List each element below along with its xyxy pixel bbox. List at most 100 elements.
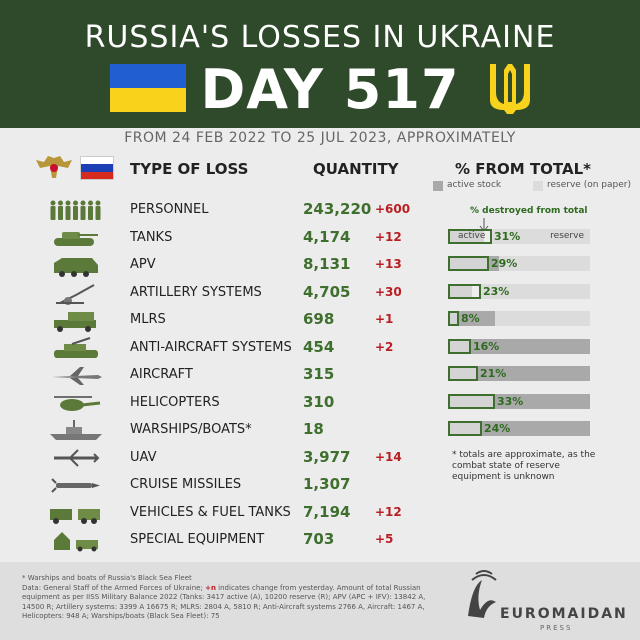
quantity-value: 18 bbox=[303, 420, 324, 438]
table-row: PERSONNEL 243,220 +600 bbox=[0, 197, 640, 224]
footer-note-warships: * Warships and boats of Russia's Black S… bbox=[22, 574, 442, 584]
percent-destroyed-label: 33% bbox=[497, 394, 523, 409]
quantity-value: 4,705 bbox=[303, 283, 350, 301]
loss-type-label: HELICOPTERS bbox=[130, 395, 220, 410]
helicopter-icon bbox=[48, 391, 104, 415]
russia-flag-icon bbox=[80, 156, 114, 180]
special-equipment-icon bbox=[48, 528, 104, 552]
loss-type-label: AIRCRAFT bbox=[130, 367, 193, 382]
footer-brand: EUROMAIDAN bbox=[500, 606, 628, 622]
table-row: HELICOPTERS 310 33% bbox=[0, 390, 640, 417]
loss-type-label: MLRS bbox=[130, 312, 166, 327]
anti-aircraft-icon bbox=[48, 336, 104, 360]
legend-active-label: active stock bbox=[447, 180, 501, 190]
ukraine-flag-icon bbox=[110, 64, 186, 112]
header: RUSSIA'S LOSSES IN UKRAINE DAY 517 bbox=[0, 0, 640, 128]
table-row: VEHICLES & FUEL TANKS 7,194 +12 bbox=[0, 500, 640, 527]
loss-type-label: UAV bbox=[130, 450, 156, 465]
daily-change-value: +12 bbox=[375, 230, 402, 244]
totals-note: * totals are approximate, as the combat … bbox=[452, 450, 602, 483]
table-row: MLRS 698 +1 8% bbox=[0, 307, 640, 334]
euromaidan-logo-icon bbox=[462, 566, 502, 622]
destroyed-bar bbox=[448, 394, 495, 409]
table-row: TANKS 4,174 +12 31% active reserve bbox=[0, 225, 640, 252]
loss-type-label: SPECIAL EQUIPMENT bbox=[130, 532, 264, 547]
footer-note-source-a: Data: General Staff of the Armed Forces … bbox=[22, 584, 203, 592]
table-row: AIRCRAFT 315 21% bbox=[0, 362, 640, 389]
quantity-value: 454 bbox=[303, 338, 334, 356]
loss-type-label: VEHICLES & FUEL TANKS bbox=[130, 505, 291, 520]
table-row: WARSHIPS/BOATS* 18 24% bbox=[0, 417, 640, 444]
destroyed-bar bbox=[448, 339, 471, 354]
warship-icon bbox=[48, 418, 104, 442]
loss-type-label: PERSONNEL bbox=[130, 202, 208, 217]
quantity-value: 698 bbox=[303, 310, 334, 328]
quantity-value: 1,307 bbox=[303, 475, 350, 493]
footer: * Warships and boats of Russia's Black S… bbox=[0, 562, 640, 640]
destroyed-bar bbox=[448, 366, 478, 381]
percent-destroyed-label: 16% bbox=[473, 339, 499, 354]
loss-type-label: WARSHIPS/BOATS* bbox=[130, 422, 252, 437]
quantity-value: 310 bbox=[303, 393, 334, 411]
daily-change-value: +1 bbox=[375, 312, 393, 326]
percent-destroyed-label: 21% bbox=[480, 366, 506, 381]
loss-type-label: CRUISE MISSILES bbox=[130, 477, 241, 492]
percent-destroyed-label: 31% bbox=[494, 229, 520, 244]
destroyed-bar bbox=[448, 284, 481, 299]
loss-type-label: ANTI-AIRCRAFT SYSTEMS bbox=[130, 340, 292, 355]
percent-bar: 16% bbox=[448, 339, 590, 354]
percent-destroyed-label: 23% bbox=[483, 284, 509, 299]
legend-reserve-label: reserve (on paper) bbox=[547, 180, 631, 190]
percent-bar: 8% bbox=[448, 311, 590, 326]
percent-bar: 23% bbox=[448, 284, 590, 299]
artillery-icon bbox=[48, 281, 104, 305]
daily-change-value: +12 bbox=[375, 505, 402, 519]
mlrs-icon bbox=[48, 308, 104, 332]
loss-type-label: ARTILLERY SYSTEMS bbox=[130, 285, 262, 300]
percent-bar: 21% bbox=[448, 366, 590, 381]
missile-icon bbox=[48, 473, 104, 497]
daily-change-value: +14 bbox=[375, 450, 402, 464]
destroyed-bar bbox=[448, 311, 459, 326]
destroyed-bar bbox=[448, 256, 489, 271]
quantity-value: 243,220 bbox=[303, 200, 371, 218]
column-header-type: TYPE OF LOSS bbox=[130, 160, 248, 178]
bar-reserve-label: reserve bbox=[550, 229, 584, 244]
percent-bar: 24% bbox=[448, 421, 590, 436]
apv-icon bbox=[48, 253, 104, 277]
quantity-value: 3,977 bbox=[303, 448, 350, 466]
quantity-value: 7,194 bbox=[303, 503, 350, 521]
period-subtitle: FROM 24 FEB 2022 TO 25 JUL 2023, APPROXI… bbox=[0, 130, 640, 146]
legend-reserve-swatch bbox=[533, 181, 543, 191]
bar-active-label: active bbox=[458, 229, 485, 244]
quantity-value: 4,174 bbox=[303, 228, 350, 246]
destroyed-bar bbox=[448, 421, 482, 436]
aircraft-icon bbox=[48, 363, 104, 387]
quantity-value: 703 bbox=[303, 530, 334, 548]
footer-note-change-marker: +n bbox=[205, 584, 216, 592]
quantity-value: 8,131 bbox=[303, 255, 350, 273]
table-row: SPECIAL EQUIPMENT 703 +5 bbox=[0, 527, 640, 554]
daily-change-value: +2 bbox=[375, 340, 393, 354]
table-row: APV 8,131 +13 29% bbox=[0, 252, 640, 279]
quantity-value: 315 bbox=[303, 365, 334, 383]
legend-active-swatch bbox=[433, 181, 443, 191]
russian-army-emblem-icon bbox=[34, 154, 74, 182]
soldiers-icon bbox=[48, 198, 104, 222]
footer-note-source: Data: General Staff of the Armed Forces … bbox=[22, 584, 442, 622]
vehicles-icon bbox=[48, 501, 104, 525]
uav-icon bbox=[48, 446, 104, 470]
trident-icon bbox=[486, 60, 534, 116]
table-row: ARTILLERY SYSTEMS 4,705 +30 23% bbox=[0, 280, 640, 307]
column-header-percent: % FROM TOTAL* bbox=[455, 160, 591, 178]
daily-change-value: +600 bbox=[375, 202, 410, 216]
percent-destroyed-label: 29% bbox=[491, 256, 517, 271]
percent-bar: 29% bbox=[448, 256, 590, 271]
daily-change-value: +13 bbox=[375, 257, 402, 271]
percent-destroyed-label: 24% bbox=[484, 421, 510, 436]
tank-icon bbox=[48, 226, 104, 250]
percent-bar: 33% bbox=[448, 394, 590, 409]
daily-change-value: +30 bbox=[375, 285, 402, 299]
column-header-quantity: QUANTITY bbox=[313, 160, 399, 178]
table-row: ANTI-AIRCRAFT SYSTEMS 454 +2 16% bbox=[0, 335, 640, 362]
